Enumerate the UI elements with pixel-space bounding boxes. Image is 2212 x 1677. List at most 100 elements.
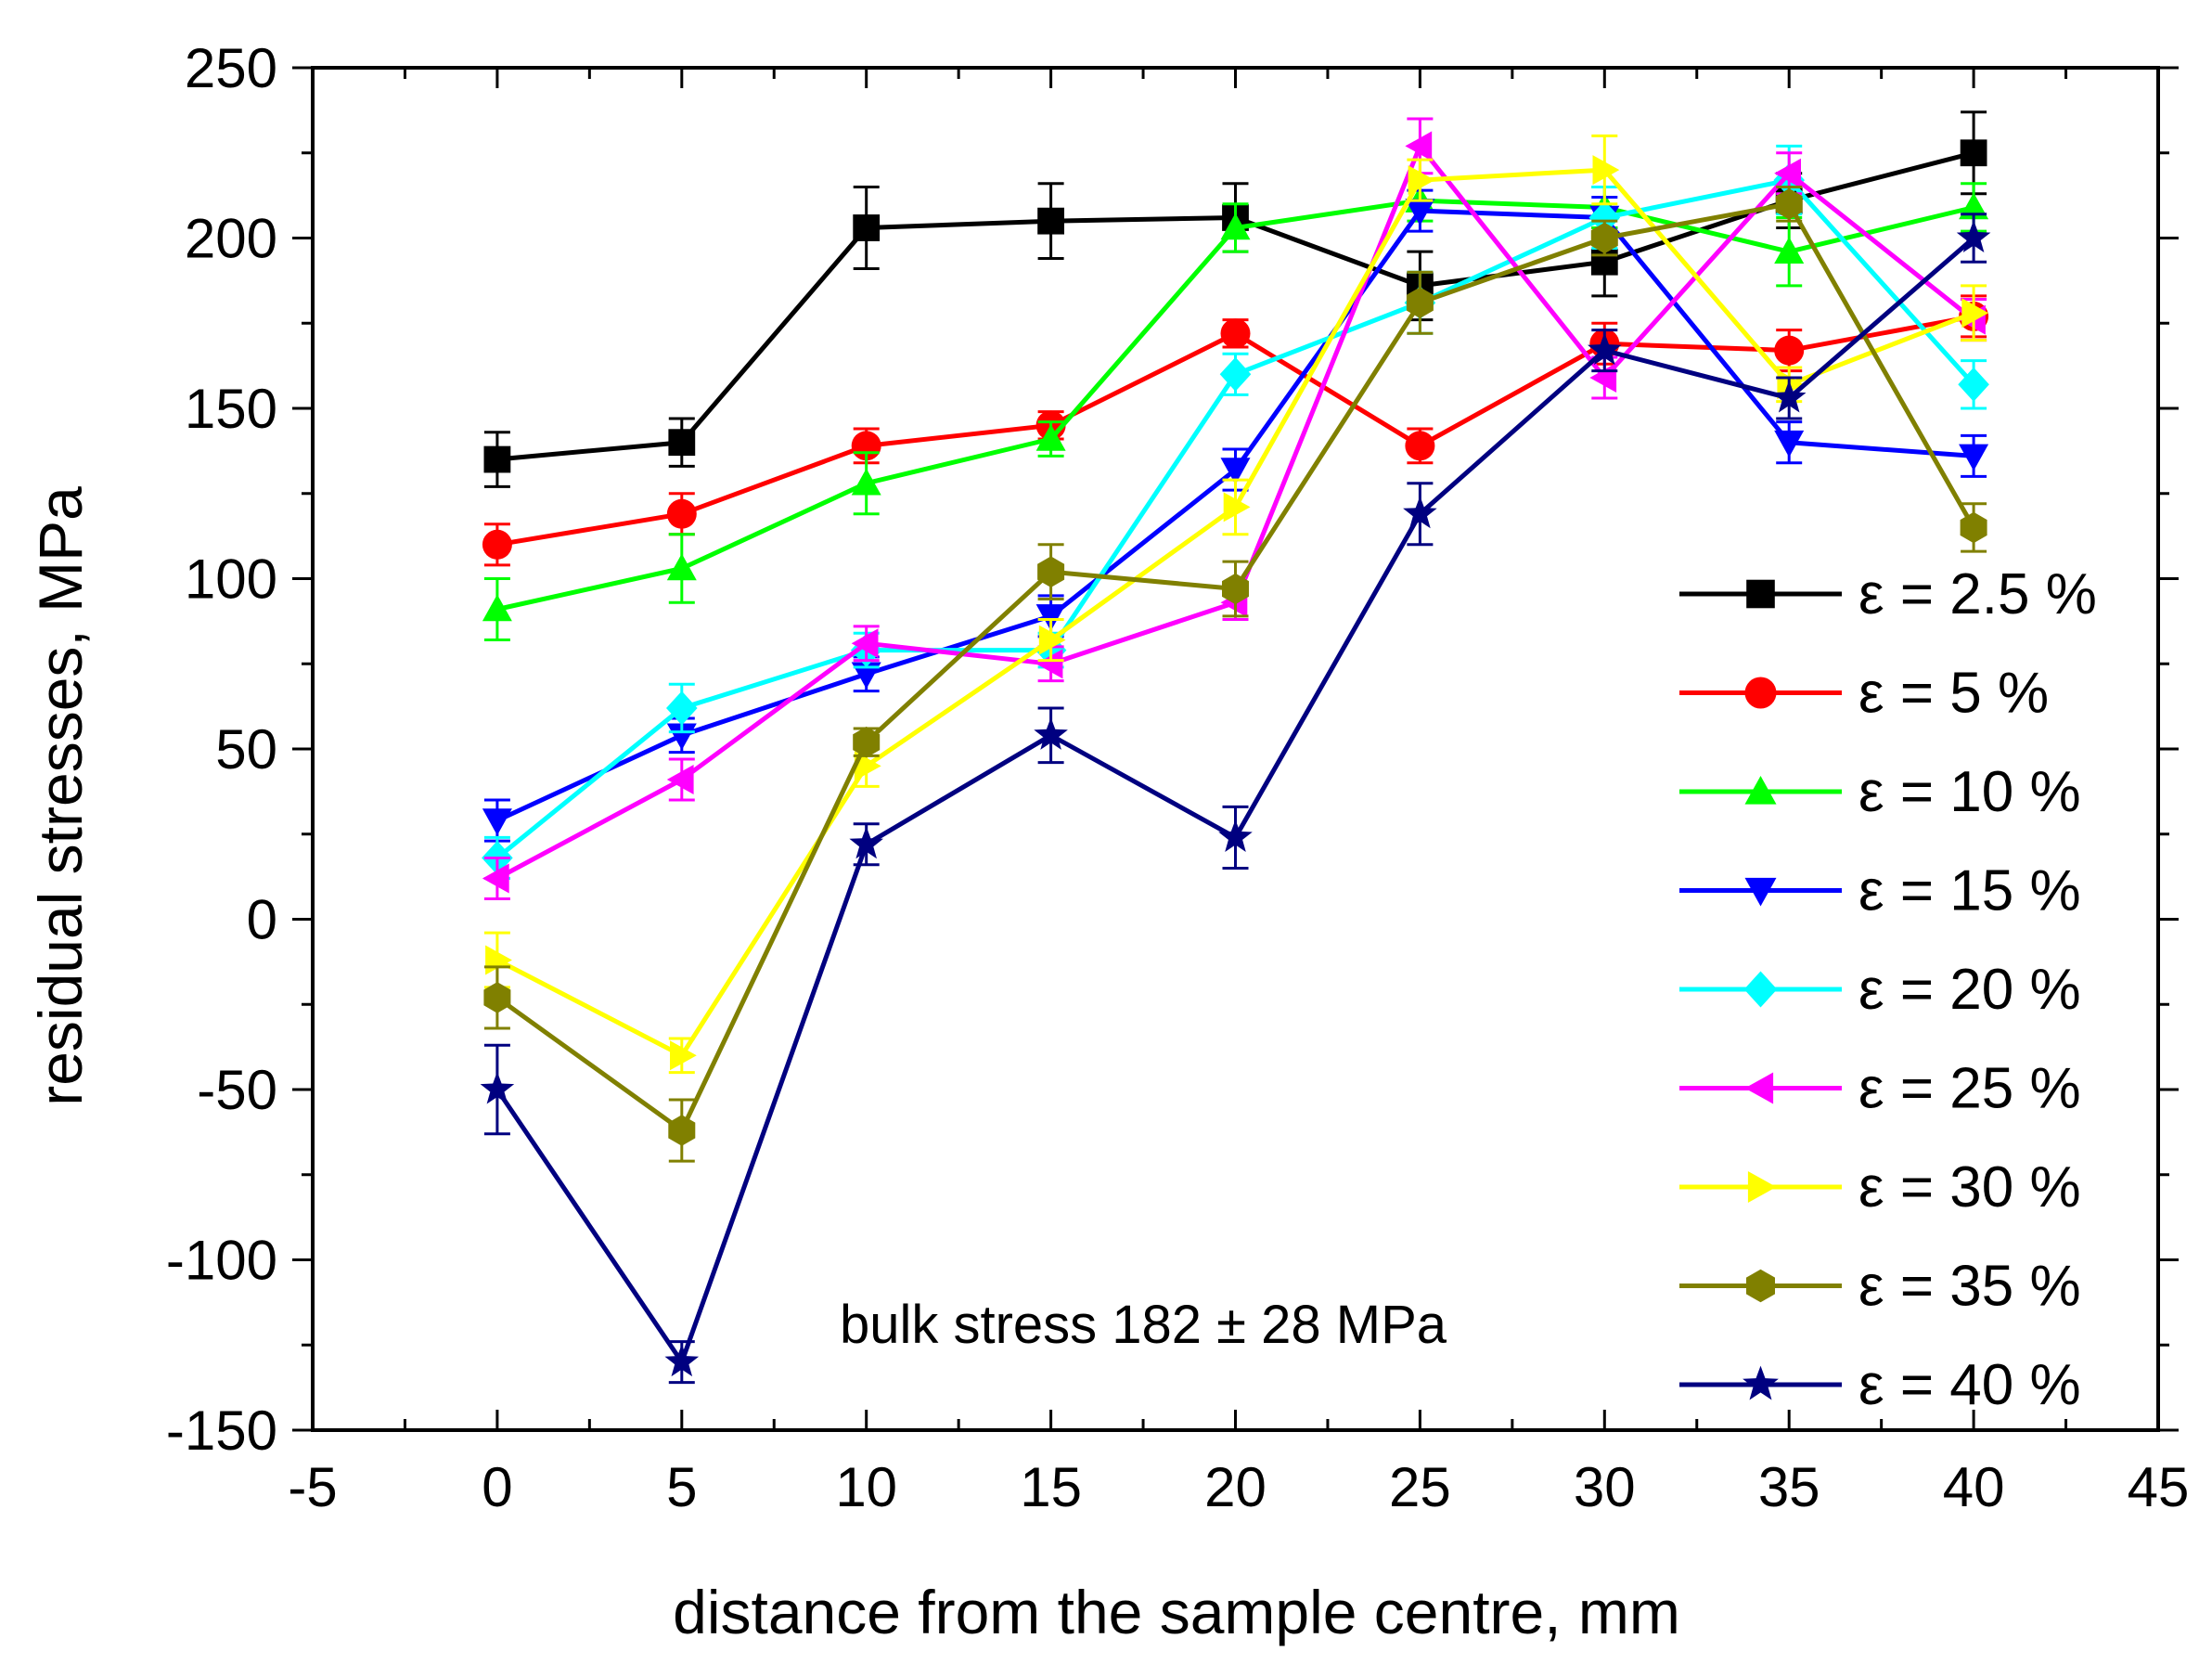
series-1: [483, 110, 1987, 488]
legend-item: ε = 15 %: [1679, 859, 2081, 923]
data-point: [482, 808, 512, 836]
data-point: [1774, 237, 1805, 264]
data-point: [1035, 424, 1066, 451]
data-point: [1774, 158, 1801, 188]
legend-label: ε = 10 %: [1858, 760, 2081, 824]
x-tick-label: 15: [1020, 1456, 1082, 1518]
x-tick-label: 25: [1389, 1456, 1451, 1518]
data-point: [1592, 155, 1620, 186]
legend-label: ε = 5 %: [1858, 662, 2049, 726]
x-tick-label: -5: [288, 1456, 337, 1518]
legend-item: ε = 40 %: [1679, 1353, 2081, 1417]
legend-marker: [1747, 1171, 1777, 1203]
data-point: [1408, 165, 1435, 196]
y-tick-label: 250: [185, 37, 277, 99]
data-point: [666, 723, 697, 751]
data-point: [1405, 131, 1433, 161]
legend-label: ε = 20 %: [1858, 958, 2081, 1022]
data-point: [1220, 458, 1251, 485]
data-point: [1405, 199, 1435, 226]
data-point: [666, 553, 697, 581]
data-point: [482, 594, 512, 622]
legend-marker: [1743, 1365, 1779, 1400]
legend-item: ε = 35 %: [1679, 1255, 2081, 1319]
data-point: [1219, 356, 1252, 392]
legend-label: ε = 40 %: [1858, 1353, 2081, 1417]
x-tick-label: 0: [482, 1456, 512, 1518]
data-point: [1959, 192, 1989, 220]
x-tick-label: 35: [1758, 1456, 1820, 1518]
legend-marker: [1746, 579, 1775, 609]
data-point: [666, 498, 697, 529]
y-tick-label: 100: [185, 548, 277, 611]
data-point: [853, 214, 881, 241]
data-point: [1406, 287, 1434, 318]
series-layer: [480, 110, 1991, 1385]
data-point: [483, 982, 511, 1013]
data-point: [670, 1040, 697, 1071]
data-point: [664, 1344, 700, 1377]
legend-marker: [1744, 1072, 1774, 1104]
data-point: [1774, 430, 1805, 458]
x-tick-label: 30: [1574, 1456, 1636, 1518]
y-tick-label: 150: [185, 378, 277, 440]
data-point: [851, 628, 879, 659]
legend-marker: [1744, 776, 1777, 805]
data-point: [668, 1115, 696, 1146]
data-point: [1035, 604, 1066, 631]
data-point: [1405, 431, 1435, 461]
data-point: [1220, 213, 1251, 240]
data-point: [483, 445, 511, 473]
data-point: [666, 690, 698, 726]
legend-item: ε = 30 %: [1679, 1155, 2081, 1219]
y-tick-label: 50: [215, 718, 277, 780]
legend-marker: [1744, 677, 1777, 709]
data-point: [485, 945, 512, 975]
y-tick-label: -150: [166, 1400, 277, 1462]
data-point: [854, 751, 881, 781]
x-tick-label: 40: [1943, 1456, 2005, 1518]
data-point: [1034, 717, 1068, 750]
data-point: [1038, 625, 1066, 655]
data-point: [1222, 573, 1249, 605]
y-tick-label: 0: [247, 889, 277, 951]
data-point: [1775, 188, 1803, 220]
bulk-stress-annotation: bulk stress 182 ± 28 MPa: [840, 1295, 1447, 1355]
data-point: [1771, 380, 1807, 413]
data-point: [1037, 556, 1065, 587]
data-point: [1958, 367, 1989, 402]
data-point: [1403, 496, 1437, 529]
data-point: [1956, 220, 1991, 252]
data-point: [482, 529, 512, 560]
data-point: [1037, 207, 1064, 235]
legend-label: ε = 25 %: [1858, 1057, 2081, 1121]
data-point: [1588, 332, 1622, 366]
data-point: [851, 468, 881, 496]
legend: ε = 2.5 % ε = 5 % ε = 10 % ε = 15 % ε = 20 %…: [1679, 562, 2097, 1417]
data-point: [849, 826, 883, 859]
series-line: [496, 198, 1974, 612]
data-point: [1961, 298, 1989, 329]
legend-label: ε = 35 %: [1858, 1255, 2081, 1319]
legend-item: ε = 10 %: [1679, 760, 2081, 824]
legend-label: ε = 30 %: [1858, 1155, 2081, 1219]
y-tick-label: 200: [185, 208, 277, 270]
data-point: [1960, 511, 1987, 544]
y-tick-label: -100: [166, 1230, 277, 1292]
x-tick-label: 5: [666, 1456, 697, 1518]
data-point: [1959, 444, 1989, 471]
data-point: [851, 662, 881, 690]
x-axis-label: distance from the sample centre, mm: [673, 1578, 1680, 1646]
legend-label: ε = 2.5 %: [1858, 562, 2097, 626]
legend-item: ε = 5 %: [1679, 662, 2049, 726]
series-9: [480, 213, 1991, 1385]
legend-marker: [1743, 971, 1778, 1008]
y-tick-label: -50: [197, 1059, 277, 1121]
data-point: [1774, 335, 1805, 366]
data-point: [1590, 222, 1618, 254]
axes-layer: -5 0 5 10 15 20 25 30 35 40 45-150-100-50050100150…: [166, 37, 2189, 1518]
data-point: [1960, 139, 1987, 167]
data-point: [853, 726, 881, 758]
legend-marker: [1746, 1269, 1775, 1303]
